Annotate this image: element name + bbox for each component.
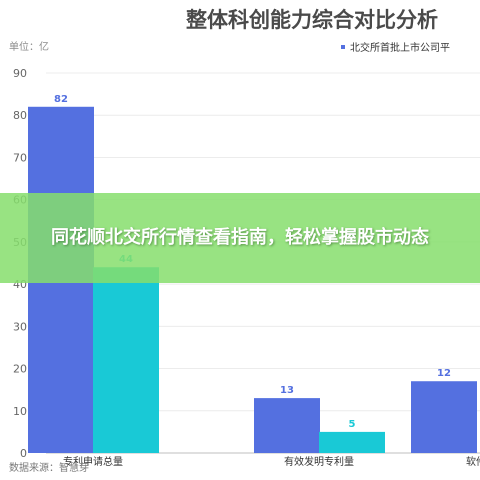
x-category-label: 软件 — [466, 455, 480, 468]
data-label: 5 — [349, 419, 356, 430]
x-category-label: 有效发明专利量 — [284, 455, 354, 468]
y-tick-label: 80 — [13, 109, 27, 122]
data-label: 12 — [437, 368, 451, 379]
y-tick-label: 30 — [13, 320, 27, 333]
chart-title: 整体科创能力综合对比分析 — [186, 8, 438, 32]
y-tick-label: 90 — [13, 67, 27, 80]
bar-1-3[interactable] — [411, 381, 477, 453]
data-label: 82 — [54, 94, 68, 105]
bar-2-1[interactable] — [93, 267, 159, 453]
y-tick-label: 0 — [20, 447, 27, 460]
data-label: 13 — [280, 385, 294, 396]
legend-swatch — [341, 45, 345, 49]
bar-1-2[interactable] — [254, 398, 320, 453]
y-tick-label: 70 — [13, 151, 27, 164]
legend-label: 北交所首批上市公司平 — [350, 41, 450, 54]
source-note: 数据来源：智慧芽 — [9, 461, 89, 474]
x-category-label: 专利申请总量 — [63, 455, 123, 468]
y-axis-unit-label: 单位：亿 — [9, 40, 49, 53]
legend: 北交所首批上市公司平 — [341, 41, 450, 54]
x-axis-categories: 专利申请总量 有效发明专利量 软件 — [63, 455, 480, 468]
y-tick-label: 20 — [13, 363, 27, 376]
banner-text: 同花顺北交所行情查看指南，轻松掌握股市动态 — [51, 227, 429, 248]
y-tick-label: 10 — [13, 405, 27, 418]
bar-2-2[interactable] — [319, 431, 385, 453]
overlay-banner[interactable]: 同花顺北交所行情查看指南，轻松掌握股市动态 — [0, 193, 480, 283]
